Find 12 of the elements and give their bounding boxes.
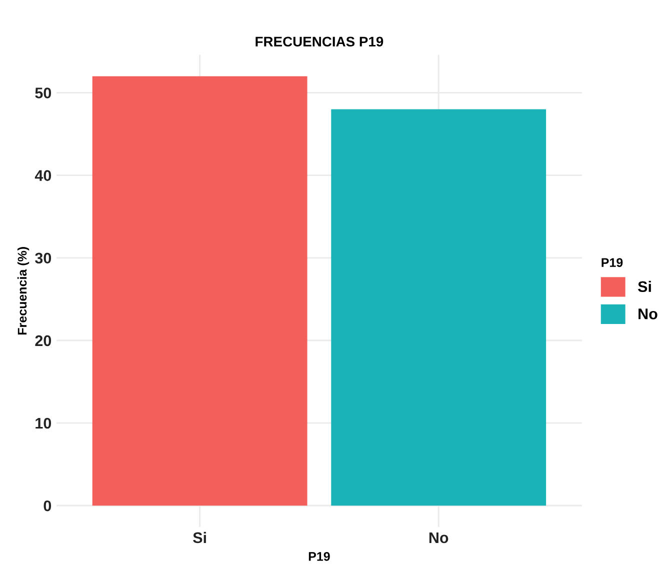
chart-title: FRECUENCIAS P19 — [256, 36, 384, 47]
y-tick-label: 20 — [35, 335, 52, 346]
x-axis-title: P19 — [308, 552, 330, 561]
y-tick-label: 0 — [44, 500, 52, 512]
legend-title: P19 — [602, 258, 623, 267]
y-axis-title: Frecuencia (%) — [17, 247, 30, 334]
y-tick-label: 50 — [35, 88, 52, 98]
y-tick-label: 40 — [34, 170, 52, 181]
legend-label: Si — [638, 280, 651, 292]
legend-label: No — [638, 308, 658, 320]
y-tick-label: 10 — [36, 418, 52, 429]
y-tick-label: 30 — [35, 252, 52, 264]
